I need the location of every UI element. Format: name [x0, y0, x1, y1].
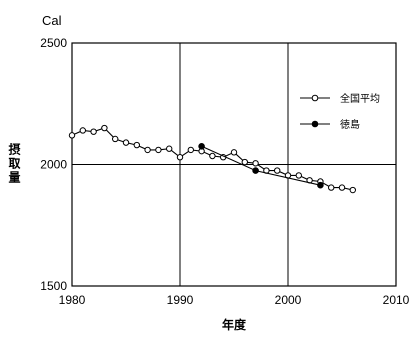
legend-entry: 全国平均: [300, 92, 380, 105]
data-point: [349, 186, 356, 194]
x-tick-label: 1990: [167, 293, 194, 307]
data-point: [101, 124, 108, 132]
data-point: [144, 146, 151, 154]
y-tick-label: 2000: [40, 158, 67, 172]
data-point: [295, 172, 302, 179]
data-point: [338, 184, 346, 191]
data-point: [155, 146, 162, 154]
data-point: [198, 142, 205, 150]
data-point: [317, 181, 324, 189]
series-1: [68, 124, 356, 194]
series-2: [198, 142, 324, 189]
unit-label: Cal: [42, 13, 62, 28]
legend-label: 全国平均: [340, 92, 380, 105]
legend-marker: [311, 94, 319, 102]
data-point: [79, 127, 87, 134]
data-point: [328, 184, 335, 191]
data-point: [187, 146, 195, 154]
axis-ticks: 1980 1990 2000 2010 1500 2000 2500: [40, 36, 409, 307]
y-tick-label: 1500: [40, 279, 67, 293]
plot-frame: [71, 42, 397, 287]
data-point: [112, 135, 119, 143]
data-point: [230, 149, 238, 156]
legend-label: 徳島: [340, 118, 360, 131]
data-point: [90, 128, 97, 135]
data-point: [274, 167, 281, 174]
data-point: [68, 132, 76, 139]
data-point: [252, 167, 259, 174]
data-point: [209, 152, 216, 160]
data-point: [166, 145, 173, 152]
data-point: [122, 139, 130, 146]
data-point: [252, 160, 259, 167]
y-tick-label: 2500: [40, 36, 67, 50]
data-point: [133, 141, 141, 149]
x-axis-title: 年度: [222, 317, 247, 332]
grid-lines: [72, 43, 396, 286]
data-point: [241, 158, 249, 166]
x-tick-label: 1980: [59, 293, 86, 307]
x-tick-label: 2010: [383, 293, 410, 307]
data-point: [176, 154, 184, 161]
legend-marker: [311, 120, 319, 128]
y-axis-title: 摂取量: [7, 142, 21, 185]
x-tick-label: 2000: [275, 293, 302, 307]
series-layer: [68, 124, 356, 194]
legend-entry: 徳島: [300, 118, 360, 131]
